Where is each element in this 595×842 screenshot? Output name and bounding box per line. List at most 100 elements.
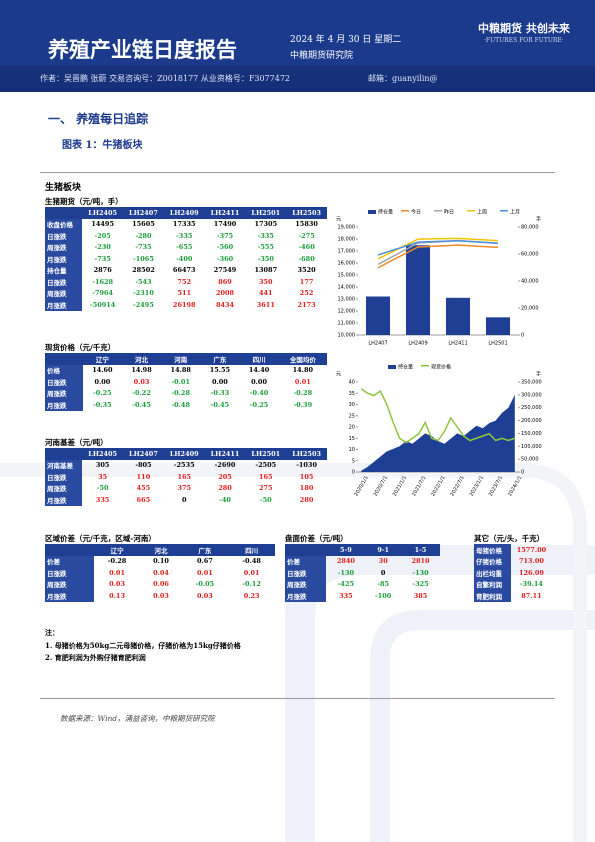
panel bbox=[40, 172, 555, 699]
cell: -0.33 bbox=[210, 389, 230, 398]
header-row: 5-9 9-1 1-5 bbox=[285, 544, 440, 556]
header-cell: LH2405 bbox=[82, 207, 124, 219]
row: 母猪价格 1577.00 bbox=[474, 544, 552, 556]
table-title: 河南基差（元/吨） bbox=[45, 438, 108, 447]
header-cell bbox=[285, 544, 327, 556]
cell: 87.11 bbox=[521, 591, 542, 600]
cell: 165 bbox=[259, 472, 273, 481]
cell: -2690 bbox=[214, 461, 236, 470]
header-cell: 广东 bbox=[181, 544, 229, 556]
row: 月涨跌 335 -100 385 bbox=[285, 590, 440, 602]
y2-tick-label: 40,000 bbox=[521, 279, 539, 285]
cell: 869 bbox=[218, 277, 232, 286]
cell: 2173 bbox=[297, 300, 316, 309]
row-label: 自繁利润 bbox=[474, 578, 511, 590]
legend-label: 持仓量 bbox=[398, 364, 413, 371]
cell: 280 bbox=[299, 495, 314, 504]
cell: 0.03 bbox=[153, 591, 169, 600]
x-tick-label: LH2411 bbox=[448, 341, 467, 347]
header-cell: 四川 bbox=[228, 544, 275, 556]
area bbox=[361, 394, 515, 472]
cell: -560 bbox=[216, 243, 234, 252]
header-cell bbox=[45, 448, 83, 460]
cell: 14.88 bbox=[170, 366, 191, 375]
table: 辽宁 河北 广东 四川 价差 -0.28 0.10 0.67 -0.48 日涨跌 0.01 0.04 0… bbox=[45, 544, 275, 602]
row-label: 日涨跌 bbox=[285, 567, 327, 579]
cell: 3520 bbox=[297, 266, 316, 275]
row: 自繁利润 -39.14 bbox=[474, 578, 552, 590]
panel-title: 生猪板块 bbox=[45, 183, 82, 193]
header-cell bbox=[45, 544, 94, 556]
cell: -0.28 bbox=[293, 389, 313, 398]
cell: 441 bbox=[259, 289, 273, 298]
header-cell: LH2503 bbox=[286, 207, 327, 219]
cell: -325 bbox=[412, 580, 429, 589]
report-title: 养殖产业链日度报告 bbox=[48, 37, 237, 62]
x-tick-label: LH2501 bbox=[488, 341, 507, 347]
y-tick-label: 18,000 bbox=[338, 237, 356, 243]
header-cell: LH2411 bbox=[204, 448, 246, 460]
header-cell: 河南 bbox=[161, 353, 201, 365]
cell: -85 bbox=[377, 580, 390, 589]
cell: 17335 bbox=[172, 220, 196, 229]
cell: 14.80 bbox=[292, 366, 313, 375]
cell: 15.55 bbox=[209, 366, 231, 375]
cell: 665 bbox=[136, 495, 151, 504]
x-tick-label: LH2407 bbox=[368, 341, 387, 347]
cell: 275 bbox=[259, 484, 273, 493]
x-tick-label: 2021/7/1 bbox=[411, 475, 427, 497]
cell: 126.09 bbox=[519, 568, 544, 577]
header-cell: LH2405 bbox=[82, 448, 124, 460]
x-tick-label: 2021/1/1 bbox=[392, 475, 408, 497]
row: 周涨跌 -230 -735 -655 -560 -555 -460 bbox=[45, 241, 327, 253]
cell: 14.98 bbox=[131, 366, 152, 375]
cell: -100 bbox=[375, 591, 392, 600]
y2-tick-label: 100,000 bbox=[521, 444, 542, 450]
cell: -1030 bbox=[296, 461, 317, 470]
cell: -0.48 bbox=[242, 557, 261, 566]
report-date: 2024 年 4 月 30 日 星期二 bbox=[290, 35, 402, 45]
y-tick-label: 40 bbox=[349, 380, 355, 386]
row-label: 周涨跌 bbox=[45, 241, 83, 253]
table-title: 生猪期货（元/吨，手） bbox=[45, 197, 123, 206]
legend-swatch bbox=[421, 365, 429, 367]
chart: 元 手 0 5 10 15 20 25 30 35 40 0 50,000 100,000 150,000 2… bbox=[336, 364, 542, 498]
cell: 28502 bbox=[132, 266, 155, 275]
header-row: LH2405 LH2407 LH2409 LH2411 LH2501 LH2503 bbox=[45, 448, 327, 460]
cell: -0.45 bbox=[210, 400, 230, 409]
cell: -460 bbox=[298, 243, 315, 252]
row: 仔猪价格 713.00 bbox=[474, 555, 552, 567]
cell: -543 bbox=[135, 277, 152, 286]
bar bbox=[406, 245, 430, 335]
row: 育肥利润 87.11 bbox=[474, 590, 552, 602]
row: 价格 14.60 14.98 14.88 15.55 14.40 14.80 bbox=[45, 364, 327, 376]
row-label: 周涨跌 bbox=[45, 578, 94, 590]
cell: -0.40 bbox=[249, 389, 269, 398]
authors: 作者：吴晋鹏 张蔚 交易咨询号：Z0018177 从业资格号：F3077472 bbox=[40, 74, 290, 83]
legend-label: 持仓量 bbox=[378, 209, 393, 216]
row-label: 日涨跌 bbox=[45, 567, 94, 579]
row: 月涨跌 -50914 -2495 26198 8434 3611 2173 bbox=[45, 299, 327, 311]
cell: 180 bbox=[299, 484, 314, 493]
row-label: 育肥利润 bbox=[474, 590, 511, 602]
cell: -360 bbox=[216, 254, 234, 263]
row-label: 日涨跌 bbox=[45, 471, 83, 483]
x-tick-label: 2024/1/1 bbox=[507, 475, 523, 497]
y2-tick-label: 300,000 bbox=[521, 392, 542, 398]
row: 价差 -0.28 0.10 0.67 -0.48 bbox=[45, 555, 275, 567]
row: 日涨跌 -1628 -543 752 869 350 177 bbox=[45, 276, 327, 288]
cell: 8434 bbox=[215, 300, 235, 309]
table-title: 盘面价差（元/吨） bbox=[285, 534, 348, 543]
cell: 35 bbox=[98, 472, 108, 481]
cell: -0.28 bbox=[171, 389, 190, 398]
row-label: 月涨跌 bbox=[45, 253, 83, 265]
line bbox=[377, 240, 499, 256]
y2-tick-label: 0 bbox=[521, 470, 524, 476]
table-title: 区域价差（元/千克，区域-河南） bbox=[45, 534, 156, 543]
cell: 177 bbox=[299, 277, 314, 286]
row-label: 月涨跌 bbox=[285, 590, 327, 602]
header-cell: 四川 bbox=[239, 353, 279, 365]
header-cell: LH2407 bbox=[123, 207, 164, 219]
cell: -735 bbox=[135, 243, 152, 252]
email: 邮箱：guanyilin@ bbox=[368, 74, 438, 83]
